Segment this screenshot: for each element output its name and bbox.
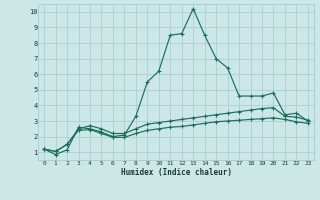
X-axis label: Humidex (Indice chaleur): Humidex (Indice chaleur) <box>121 168 231 177</box>
